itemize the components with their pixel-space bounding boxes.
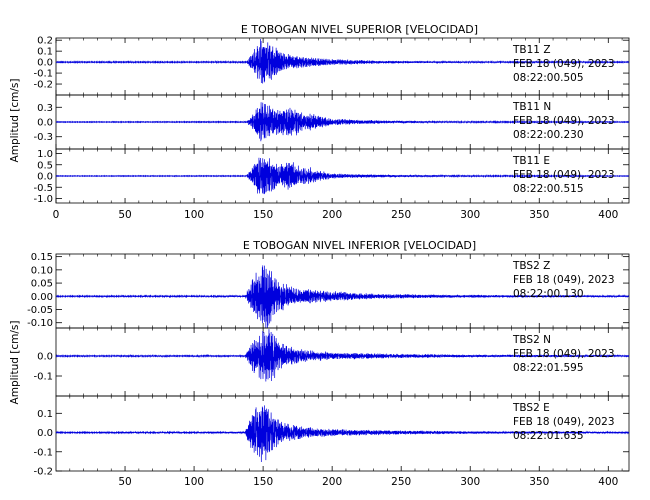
chart-title: E TOBOGAN NIVEL INFERIOR [VELOCIDAD] <box>243 239 476 252</box>
date-label: FEB 18 (049), 2023 <box>513 58 615 70</box>
y-tick-label: 0.0 <box>37 172 53 183</box>
date-label: FEB 18 (049), 2023 <box>513 169 615 181</box>
y-tick-label: 0.3 <box>37 103 53 114</box>
waveform-trace <box>55 329 630 382</box>
y-tick-label: -0.1 <box>33 372 53 383</box>
y-tick-label: -0.10 <box>27 318 53 329</box>
trace-panel-tb11-z: 0.20.10.0-0.1-0.2 TB11 Z FEB 18 (049), 202… <box>33 36 630 96</box>
y-axis-label: Amplitud [cm/s] <box>9 79 21 163</box>
time-label: 08:22:01.595 <box>513 362 584 374</box>
y-tick-label: 0.0 <box>37 352 53 363</box>
y-tick-label: 0.5 <box>37 160 53 171</box>
y-tick-label: -0.1 <box>33 447 53 458</box>
station-label: TB11 E <box>512 155 550 167</box>
waveform-trace <box>55 265 630 329</box>
trace-panel-tb11-e: 1.00.50.0-0.5-1.0 TB11 E FEB 18 (049), 202… <box>33 148 630 205</box>
seismogram-chart-2: E TOBOGAN NIVEL INFERIOR [VELOCIDAD] Ampl… <box>9 239 630 488</box>
y-tick-label: 0.15 <box>31 252 53 263</box>
station-label: TB11 Z <box>512 44 551 56</box>
y-tick-label: -0.3 <box>33 132 53 143</box>
trace-panel-tbs2-n: 0.0 -0.1 TBS2 N FEB 18 (049), 2023 08:22:01.… <box>33 327 630 397</box>
waveform-trace <box>55 405 630 463</box>
date-label: FEB 18 (049), 2023 <box>513 115 615 127</box>
x-tick-label: 50 <box>118 209 131 221</box>
y-tick-label: -0.05 <box>27 305 53 316</box>
x-tick-label: 150 <box>253 476 273 488</box>
y-tick-label: 0.1 <box>37 409 53 420</box>
panel-frame <box>55 395 630 472</box>
time-label: 08:22:00.515 <box>513 183 584 195</box>
y-tick-label: 0.05 <box>31 279 53 290</box>
y-tick-label: 0.2 <box>37 36 53 47</box>
trace-panel-tbs2-z: 0.15 0.10 0.05 0.00 -0.05 -0.10 TBS2 Z FEB 18 (… <box>27 252 630 329</box>
x-tick-label: 250 <box>391 476 411 488</box>
station-label: TBS2 Z <box>512 260 550 272</box>
waveform-trace <box>55 157 630 195</box>
x-tick-label: 200 <box>322 209 342 221</box>
trace-panel-tb11-n: 0.3 0.0 -0.3 TB11 N FEB 18 (049), 2023 08:22:… <box>33 94 630 150</box>
station-label: TBS2 E <box>512 402 550 414</box>
y-tick-label: 0.0 <box>37 428 53 439</box>
time-label: 08:22:00.230 <box>513 129 584 141</box>
time-label: 08:22:01.635 <box>513 430 584 442</box>
trace-panel-tbs2-e: 0.1 0.0 -0.1 -0.2 TBS2 E FEB 18 (049), 2023 08… <box>33 395 630 478</box>
x-tick-label: 400 <box>598 209 618 221</box>
x-tick-label: 300 <box>460 476 480 488</box>
waveform-trace <box>55 102 630 142</box>
x-tick-label: 150 <box>253 209 273 221</box>
x-tick-label: 400 <box>598 476 618 488</box>
chart-title: E TOBOGAN NIVEL SUPERIOR [VELOCIDAD] <box>241 23 478 36</box>
y-tick-label: -1.0 <box>33 194 53 205</box>
waveform-trace <box>55 39 630 84</box>
seismogram-chart-1: E TOBOGAN NIVEL SUPERIOR [VELOCIDAD] Ampl… <box>9 23 630 221</box>
y-tick-label: -0.2 <box>33 80 53 91</box>
time-label: 08:22:00.130 <box>513 288 584 300</box>
y-axis-label: Amplitud [cm/s] <box>9 321 21 405</box>
y-tick-label: 1.0 <box>37 149 53 160</box>
x-tick-label: 350 <box>529 476 549 488</box>
y-tick-label: -0.5 <box>33 183 53 194</box>
y-tick-label: 0.10 <box>31 265 53 276</box>
x-tick-label: 350 <box>529 209 549 221</box>
x-tick-label: 250 <box>391 209 411 221</box>
time-label: 08:22:00.505 <box>513 72 584 84</box>
x-tick-label: 100 <box>184 209 204 221</box>
y-tick-label: 0.0 <box>37 118 53 129</box>
station-label: TB11 N <box>512 101 551 113</box>
y-tick-label: 0.00 <box>31 292 53 303</box>
y-tick-label: 0.1 <box>37 47 53 58</box>
x-tick-label: 200 <box>322 476 342 488</box>
y-tick-label: -0.2 <box>33 467 53 478</box>
station-label: TBS2 N <box>512 334 551 346</box>
x-tick-label: 50 <box>118 476 131 488</box>
date-label: FEB 18 (049), 2023 <box>513 416 615 428</box>
date-label: FEB 18 (049), 2023 <box>513 348 615 360</box>
date-label: FEB 18 (049), 2023 <box>513 274 615 286</box>
x-tick-label: 100 <box>184 476 204 488</box>
x-tick-label: 300 <box>460 209 480 221</box>
y-tick-label: 0.0 <box>37 58 53 69</box>
y-tick-label: -0.1 <box>33 69 53 80</box>
x-tick-label: 0 <box>53 209 60 221</box>
